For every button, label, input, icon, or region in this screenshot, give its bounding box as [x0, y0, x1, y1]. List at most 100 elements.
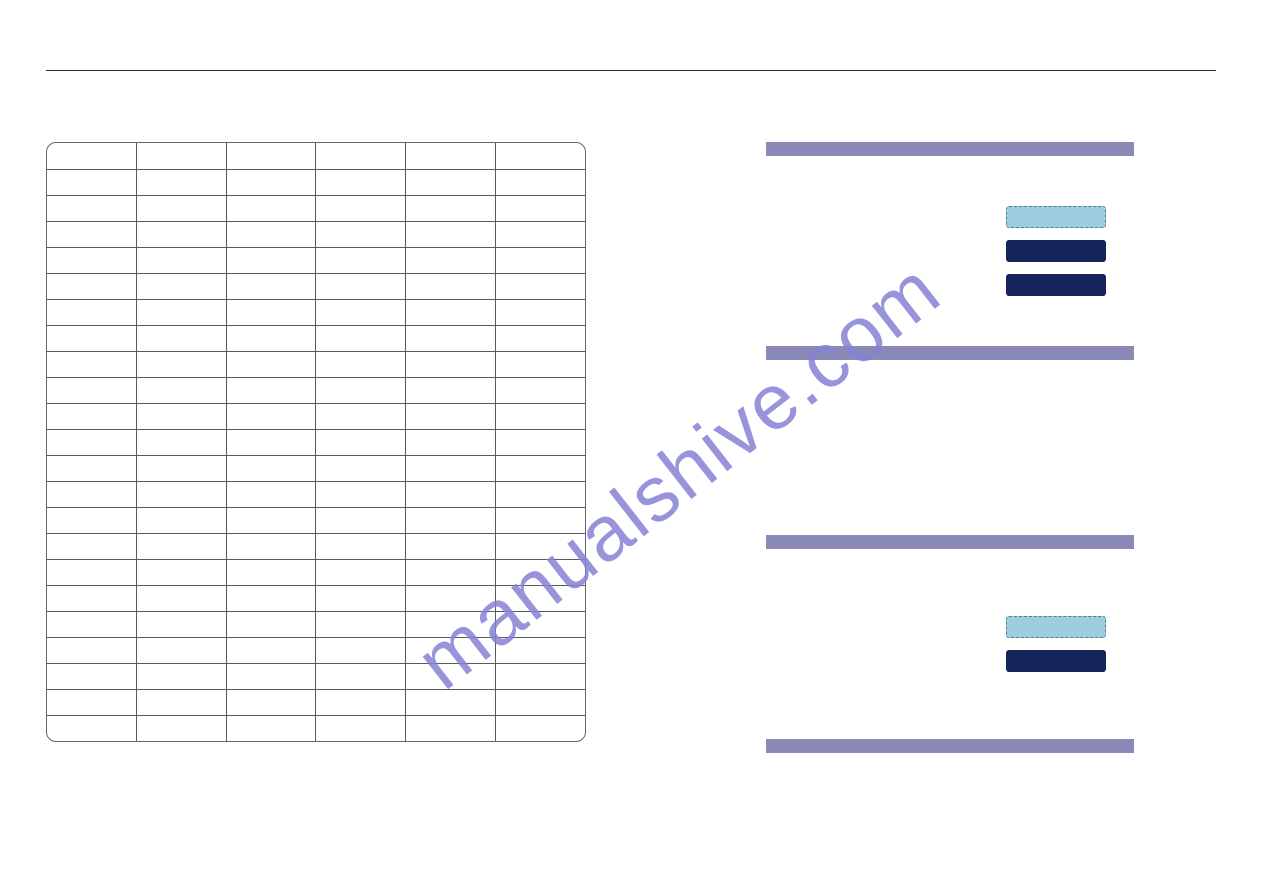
table-row — [47, 507, 585, 533]
table-cell — [495, 611, 585, 637]
table-cell — [226, 377, 316, 403]
table-cell — [226, 247, 316, 273]
table-cell — [495, 221, 585, 247]
table-cell — [137, 143, 227, 169]
table-row — [47, 247, 585, 273]
table-row — [47, 325, 585, 351]
table-cell — [226, 351, 316, 377]
table-cell — [406, 455, 496, 481]
table-cell — [495, 143, 585, 169]
table-row — [47, 169, 585, 195]
table-cell — [226, 455, 316, 481]
table-cell — [316, 273, 406, 299]
table-cell — [47, 377, 137, 403]
table-cell — [406, 611, 496, 637]
table-row — [47, 637, 585, 663]
table-cell — [495, 169, 585, 195]
table-row — [47, 611, 585, 637]
table-cell — [316, 689, 406, 715]
panel2-option-1[interactable] — [1006, 650, 1106, 672]
table-cell — [495, 507, 585, 533]
table-row — [47, 273, 585, 299]
panel1-option-1[interactable] — [1006, 240, 1106, 262]
table-cell — [137, 689, 227, 715]
table-cell — [47, 715, 137, 741]
table-cell — [47, 663, 137, 689]
table-cell — [316, 169, 406, 195]
table-cell — [495, 195, 585, 221]
table-cell — [137, 611, 227, 637]
table-cell — [495, 559, 585, 585]
panel2-option-0[interactable] — [1006, 616, 1106, 638]
table-cell — [316, 299, 406, 325]
table-cell — [137, 377, 227, 403]
table-row — [47, 299, 585, 325]
table-cell — [226, 689, 316, 715]
table-cell — [316, 247, 406, 273]
table-cell — [47, 351, 137, 377]
table-cell — [316, 663, 406, 689]
table-cell — [316, 637, 406, 663]
table-cell — [47, 403, 137, 429]
table-cell — [226, 585, 316, 611]
conversion-table-container — [46, 142, 586, 742]
table-cell — [316, 429, 406, 455]
table-cell — [316, 325, 406, 351]
table-cell — [137, 637, 227, 663]
table-cell — [316, 351, 406, 377]
table-cell — [495, 273, 585, 299]
table-row — [47, 403, 585, 429]
table-cell — [226, 559, 316, 585]
table-cell — [316, 481, 406, 507]
table-cell — [226, 325, 316, 351]
table-cell — [137, 533, 227, 559]
table-cell — [495, 403, 585, 429]
table-cell — [316, 221, 406, 247]
table-row — [47, 689, 585, 715]
table-cell — [47, 533, 137, 559]
table-cell — [406, 559, 496, 585]
panel-2-button-group — [1006, 616, 1116, 672]
table-cell — [226, 715, 316, 741]
panel-1-button-group — [1006, 206, 1116, 296]
table-cell — [495, 663, 585, 689]
table-row — [47, 143, 585, 169]
table-cell — [495, 377, 585, 403]
table-cell — [47, 611, 137, 637]
table-cell — [406, 195, 496, 221]
table-cell — [137, 273, 227, 299]
table-cell — [406, 663, 496, 689]
table-cell — [226, 637, 316, 663]
table-cell — [316, 559, 406, 585]
table-cell — [137, 429, 227, 455]
table-cell — [495, 533, 585, 559]
table-cell — [137, 169, 227, 195]
table-row — [47, 455, 585, 481]
table-cell — [495, 481, 585, 507]
table-cell — [226, 195, 316, 221]
menu-panel-1 — [766, 142, 1134, 360]
table-cell — [316, 611, 406, 637]
panel1-option-2[interactable] — [1006, 274, 1106, 296]
table-cell — [47, 559, 137, 585]
table-cell — [495, 247, 585, 273]
table-row — [47, 663, 585, 689]
table-cell — [47, 195, 137, 221]
table-cell — [137, 559, 227, 585]
table-cell — [137, 195, 227, 221]
table-cell — [137, 247, 227, 273]
table-cell — [495, 455, 585, 481]
table-cell — [137, 455, 227, 481]
table-cell — [47, 481, 137, 507]
table-cell — [226, 169, 316, 195]
panel1-option-0[interactable] — [1006, 206, 1106, 228]
table-cell — [406, 221, 496, 247]
table-cell — [406, 481, 496, 507]
table-cell — [137, 481, 227, 507]
table-cell — [406, 273, 496, 299]
table-cell — [226, 507, 316, 533]
table-row — [47, 429, 585, 455]
table-cell — [47, 299, 137, 325]
table-cell — [137, 299, 227, 325]
table-row — [47, 377, 585, 403]
